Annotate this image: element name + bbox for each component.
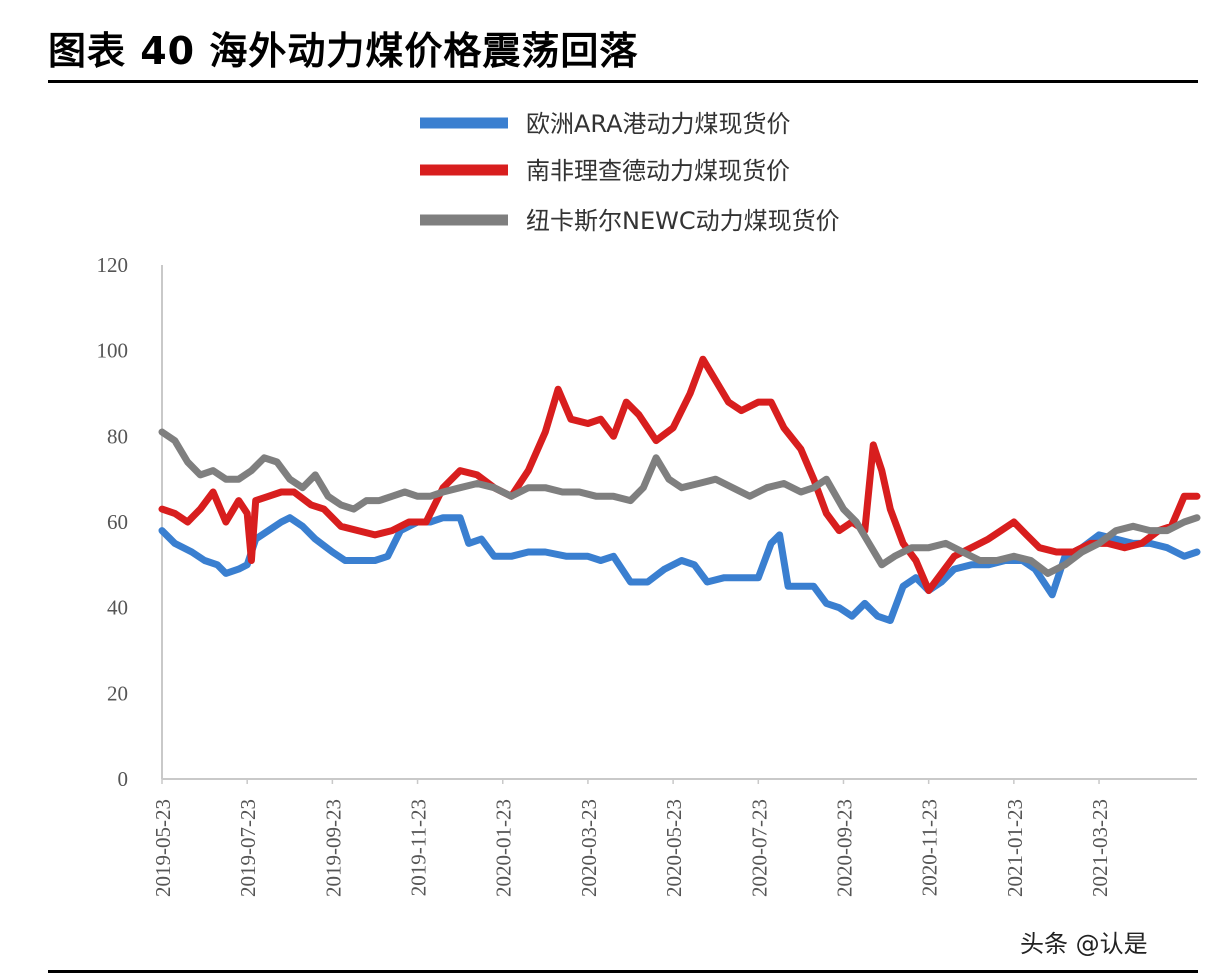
x-tick-label: 2021-03-23 — [1088, 799, 1112, 897]
x-tick-label: 2020-03-23 — [577, 799, 601, 897]
legend-label: 南非理查德动力煤现货价 — [526, 157, 790, 185]
legend-item: 南非理查德动力煤现货价 — [420, 157, 790, 185]
y-tick-label: 0 — [118, 767, 129, 791]
y-tick-label: 40 — [107, 596, 128, 620]
x-tick-label: 2019-07-23 — [236, 799, 260, 897]
series-line-2 — [158, 355, 1201, 594]
y-tick-label: 100 — [97, 339, 129, 363]
x-tick-label: 2019-05-23 — [151, 799, 175, 897]
x-tick-label: 2020-01-23 — [492, 799, 516, 897]
y-tick-label: 120 — [97, 253, 129, 277]
x-tick-label: 2020-05-23 — [662, 799, 686, 897]
x-tick-label: 2020-09-23 — [832, 799, 856, 897]
legend-label: 纽卡斯尔NEWC动力煤现货价 — [526, 207, 840, 235]
x-tick-label: 2020-11-23 — [918, 799, 942, 896]
axes: 0 20 40 60 80 100 120 2019-05-23 2019-07-23 2019-… — [97, 253, 1197, 897]
legend-item: 纽卡斯尔NEWC动力煤现货价 — [420, 207, 840, 235]
series-group — [158, 355, 1201, 624]
title-area: 图表 40 海外动力煤价格震荡回落 — [48, 14, 1198, 78]
x-tick-label: 2019-11-23 — [407, 799, 431, 896]
watermark: 头条 @认是 — [1020, 930, 1148, 958]
x-tick-label: 2019-09-23 — [321, 799, 345, 897]
x-tick-label: 2020-07-23 — [747, 799, 771, 897]
top-rule — [48, 80, 1198, 83]
legend-label: 欧洲ARA港动力煤现货价 — [526, 110, 791, 138]
chart-title: 图表 40 海外动力煤价格震荡回落 — [48, 29, 639, 73]
y-tick-label: 80 — [107, 424, 128, 448]
x-tick-label: 2021-01-23 — [1003, 799, 1027, 897]
series-line-3 — [158, 428, 1201, 577]
y-tick-label: 60 — [107, 510, 128, 534]
y-tick-label: 20 — [107, 681, 128, 705]
legend-item: 欧洲ARA港动力煤现货价 — [420, 110, 791, 138]
bottom-rule — [48, 970, 1198, 973]
